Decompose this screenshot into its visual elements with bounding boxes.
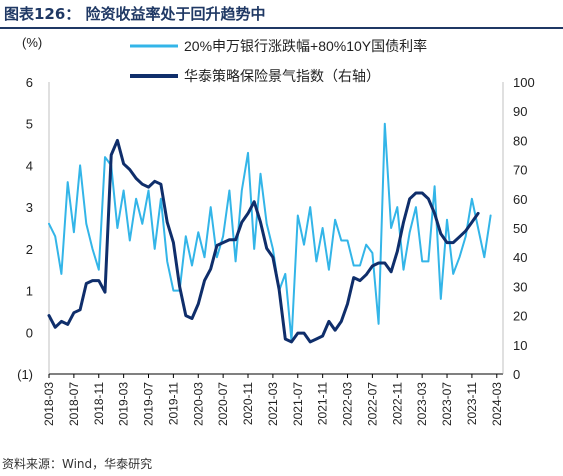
- axes: (1) 0 1 2 3 4 5 6 (%) 0 10 20 30 40 50 60 70 80 90 100 2018-…: [17, 35, 535, 426]
- x-tick-label: 2018-03: [42, 382, 56, 426]
- x-tick-label: 2021-03: [266, 382, 280, 426]
- right-tick-label: 50: [513, 221, 527, 236]
- x-tick-label: 2018-07: [67, 382, 81, 426]
- x-tick-label: 2019-11: [166, 382, 180, 425]
- right-tick-label: 20: [513, 309, 527, 324]
- x-tick-label: 2018-11: [92, 382, 106, 425]
- left-tick-label: (1): [17, 367, 33, 382]
- x-tick-label: 2021-07: [291, 382, 305, 426]
- series-lines: [47, 122, 492, 344]
- x-tick-label: 2023-11: [465, 382, 479, 425]
- chart-title: 图表126： 险资收益率处于回升趋势中: [4, 5, 266, 23]
- right-tick-label: 0: [513, 367, 520, 382]
- x-tick-label: 2020-07: [216, 382, 230, 426]
- title-bar: 图表126： 险资收益率处于回升趋势中: [0, 0, 563, 29]
- legend-label-bank-bond: 20%申万银行涨跌幅+80%10Y国债利率: [184, 38, 427, 54]
- x-tick-label: 2020-11: [241, 382, 255, 425]
- left-tick-label: 1: [26, 284, 33, 299]
- chart-area: (1) 0 1 2 3 4 5 6 (%) 0 10 20 30 40 50 60 70 80 90 100 2018-…: [17, 35, 535, 426]
- left-tick-label: 2: [26, 242, 33, 257]
- x-tick-label: 2022-07: [365, 382, 379, 426]
- right-tick-label: 60: [513, 192, 527, 207]
- x-tick-label: 2019-03: [117, 382, 131, 426]
- left-axis-unit: (%): [22, 35, 42, 50]
- x-tick-label: 2023-03: [415, 382, 429, 426]
- right-tick-label: 40: [513, 250, 527, 265]
- title-divider: [0, 27, 563, 29]
- right-tick-label: 10: [513, 338, 527, 353]
- left-tick-label: 6: [26, 75, 33, 90]
- x-tick-label: 2022-11: [390, 382, 404, 425]
- right-tick-label: 100: [513, 75, 535, 90]
- series-line-bank-bond: [48, 122, 492, 342]
- x-tick-label: 2024-03: [490, 382, 504, 426]
- series-line-insurance-index: [47, 138, 480, 344]
- x-tick-label: 2023-07: [440, 382, 454, 426]
- left-tick-label: 0: [26, 325, 33, 340]
- plot-frame: [48, 82, 504, 375]
- source-note: 资料来源：Wind，华泰研究: [2, 457, 153, 471]
- left-tick-label: 4: [26, 158, 33, 173]
- right-tick-label: 90: [513, 104, 527, 119]
- x-tick-label: 2020-03: [191, 382, 205, 426]
- right-tick-label: 70: [513, 163, 527, 178]
- x-tick-label: 2022-03: [341, 382, 355, 426]
- left-tick-label: 5: [26, 117, 33, 132]
- x-tick-label: 2021-11: [316, 382, 330, 425]
- legend-label-insurance-index: 华泰策略保险景气指数（右轴）: [184, 68, 380, 84]
- left-tick-label: 3: [26, 200, 33, 215]
- right-tick-label: 30: [513, 279, 527, 294]
- x-tick-label: 2019-07: [142, 382, 156, 426]
- right-tick-label: 80: [513, 133, 527, 148]
